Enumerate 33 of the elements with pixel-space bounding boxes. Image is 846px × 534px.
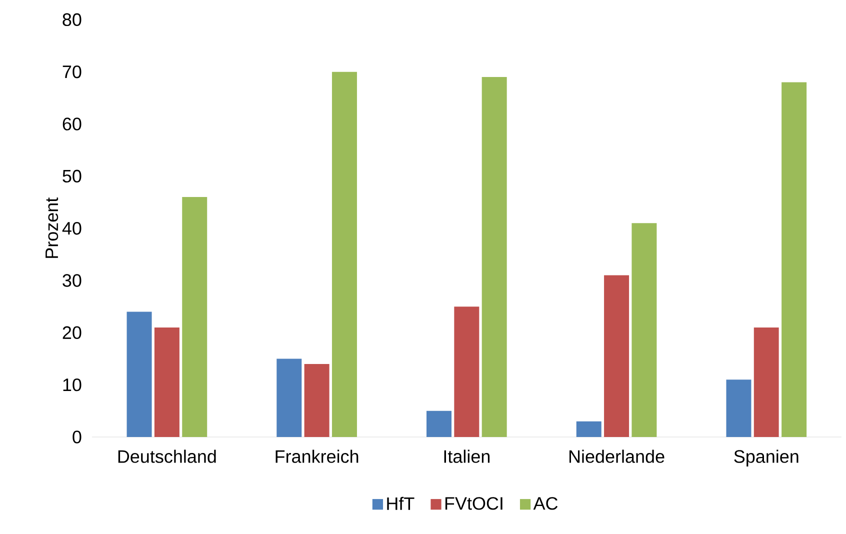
- legend-label: AC: [533, 497, 558, 510]
- x-tick-label: Italien: [444, 450, 490, 463]
- bar: [426, 410, 452, 437]
- y-tick-label: 40: [62, 222, 82, 235]
- bar: [482, 77, 507, 437]
- bar: [454, 306, 480, 437]
- bar: [154, 327, 180, 437]
- bar: [304, 364, 330, 437]
- bar: [182, 197, 208, 437]
- y-tick-label: 50: [62, 170, 82, 183]
- x-tick-label: Frankreich: [276, 450, 358, 463]
- bar: [126, 312, 152, 437]
- x-tick-label: Niederlande: [569, 450, 664, 463]
- x-tick-label: Spanien: [734, 450, 798, 466]
- x-tick-label: Deutschland: [118, 450, 216, 463]
- bar: [276, 358, 302, 437]
- y-tick-label: 20: [62, 326, 82, 340]
- y-tick-label: 80: [62, 13, 82, 26]
- y-tick-label: 10: [63, 378, 82, 392]
- bar: [782, 82, 807, 437]
- legend-label: FVtOCI: [445, 497, 502, 510]
- y-axis-title: Prozent: [46, 197, 58, 258]
- bar: [632, 223, 657, 437]
- y-tick-label: 30: [62, 274, 82, 287]
- bar: [332, 72, 357, 437]
- y-tick-label: 0: [72, 430, 82, 444]
- bar: [726, 380, 752, 437]
- bar: [604, 275, 630, 437]
- bar: [754, 327, 779, 437]
- bar: [576, 421, 602, 437]
- legend-label: HfT: [387, 496, 414, 510]
- y-tick-label: 60: [62, 118, 82, 130]
- y-tick-label: 70: [62, 65, 82, 78]
